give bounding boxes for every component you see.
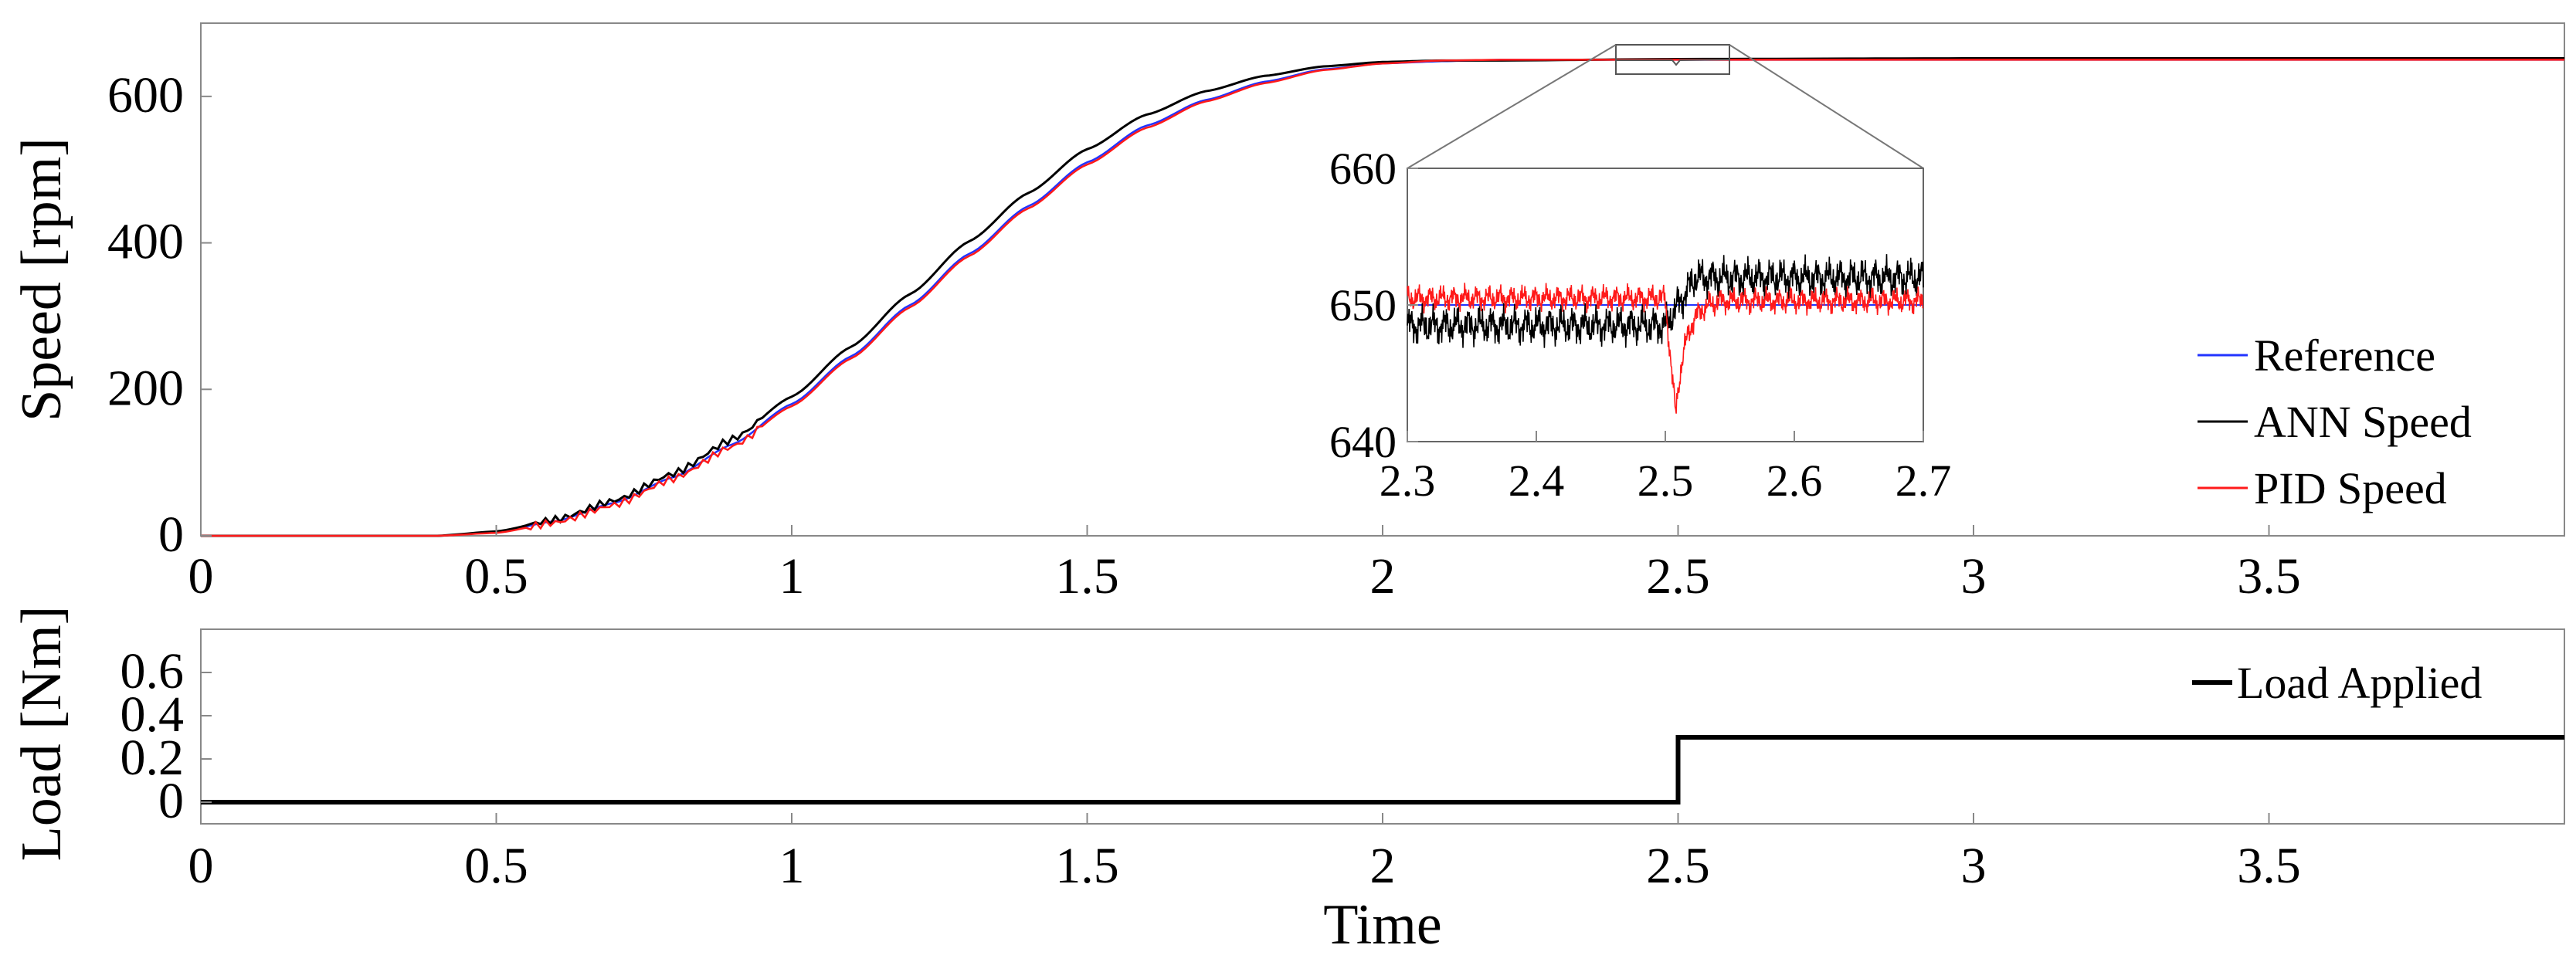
load-ylabel: Load [Nm] — [10, 606, 73, 862]
load-ytick-label: 0.4 — [120, 686, 185, 743]
speed-ylabel: Speed [rpm] — [10, 137, 73, 422]
legend-label-ann-speed: ANN Speed — [2254, 397, 2472, 447]
legend-label-load-applied: Load Applied — [2237, 658, 2482, 708]
load-xtick-label: 1 — [779, 838, 805, 894]
load-series-group — [201, 735, 2564, 804]
speed-ytick-label: 600 — [107, 67, 184, 124]
inset-xtick-label: 2.5 — [1638, 456, 1694, 506]
load-yticks: 00.20.40.6 — [120, 643, 212, 829]
inset-yticks: 640 650 660 — [1329, 144, 1418, 467]
speed-xtick-label: 0 — [188, 548, 214, 605]
load-xticks: 0 0.5 1 1.5 2 2.5 3 3.5 — [188, 813, 2301, 894]
load-plot-area — [200, 628, 2565, 825]
series-line-pid-speed — [201, 59, 2564, 537]
speed-xtick-label: 2.5 — [1646, 548, 1710, 605]
legend-label-pid-speed: PID Speed — [2254, 463, 2447, 513]
speed-ytick-label: 400 — [107, 214, 184, 270]
load-ytick-label: 0.6 — [120, 643, 185, 699]
inset-series-group — [1407, 254, 1924, 414]
speed-yticks: 0 200 400 600 — [107, 67, 212, 563]
inset-ytick-label: 640 — [1329, 417, 1397, 467]
legend-label-reference: Reference — [2254, 330, 2435, 381]
load-xtick-label: 3.5 — [2237, 838, 2301, 894]
zoom-region-trace — [1616, 59, 1730, 66]
speed-ytick-label: 200 — [107, 360, 184, 416]
speed-legend: Reference ANN Speed PID Speed — [2198, 330, 2472, 513]
speed-xtick-label: 3.5 — [2237, 548, 2301, 605]
speed-xtick-label: 3 — [1961, 548, 1987, 605]
load-xtick-label: 3 — [1961, 838, 1987, 894]
load-ytick-label: 0.2 — [120, 730, 185, 786]
series-line-load-applied — [201, 735, 2564, 804]
zoom-connector-right — [1729, 44, 1924, 169]
inset-ytick-label: 660 — [1329, 144, 1397, 194]
speed-plot-area — [200, 22, 2565, 537]
speed-xticks: 0 0.5 1 1.5 2 2.5 3 3.5 — [188, 525, 2301, 605]
load-xtick-label: 0 — [188, 838, 214, 894]
inset-xtick-label: 2.7 — [1896, 456, 1952, 506]
load-panel: 0 0.5 1 1.5 2 2.5 3 3.5 00.20.40.6 Load [Nm] Ti… — [10, 606, 2565, 957]
load-ytick-label: 0 — [158, 773, 184, 829]
time-xlabel: Time — [1323, 893, 1442, 957]
load-xtick-label: 2 — [1370, 838, 1396, 894]
inset-series-line-ann-speed — [1407, 254, 1924, 348]
inset-chart: 2.3 2.4 2.5 2.6 2.7 640 650 660 — [1329, 144, 1951, 506]
speed-xtick-label: 1.5 — [1055, 548, 1119, 605]
inset-xticks: 2.3 2.4 2.5 2.6 2.7 — [1380, 431, 1952, 506]
load-legend: Load Applied — [2192, 658, 2482, 708]
speed-xtick-label: 0.5 — [464, 548, 528, 605]
load-xtick-label: 0.5 — [464, 838, 528, 894]
inset-xtick-label: 2.6 — [1767, 456, 1823, 506]
load-xtick-label: 1.5 — [1055, 838, 1119, 894]
speed-xtick-label: 2 — [1370, 548, 1396, 605]
zoom-connector-left — [1407, 44, 1617, 169]
load-xtick-label: 2.5 — [1646, 838, 1710, 894]
speed-ytick-label: 0 — [158, 506, 184, 563]
inset-ytick-label: 650 — [1329, 280, 1397, 330]
speed-xtick-label: 1 — [779, 548, 805, 605]
inset-xtick-label: 2.3 — [1380, 456, 1436, 506]
speed-series-group — [201, 57, 2564, 537]
inset-series-line-pid-speed — [1407, 283, 1924, 414]
inset-xtick-label: 2.4 — [1509, 456, 1565, 506]
